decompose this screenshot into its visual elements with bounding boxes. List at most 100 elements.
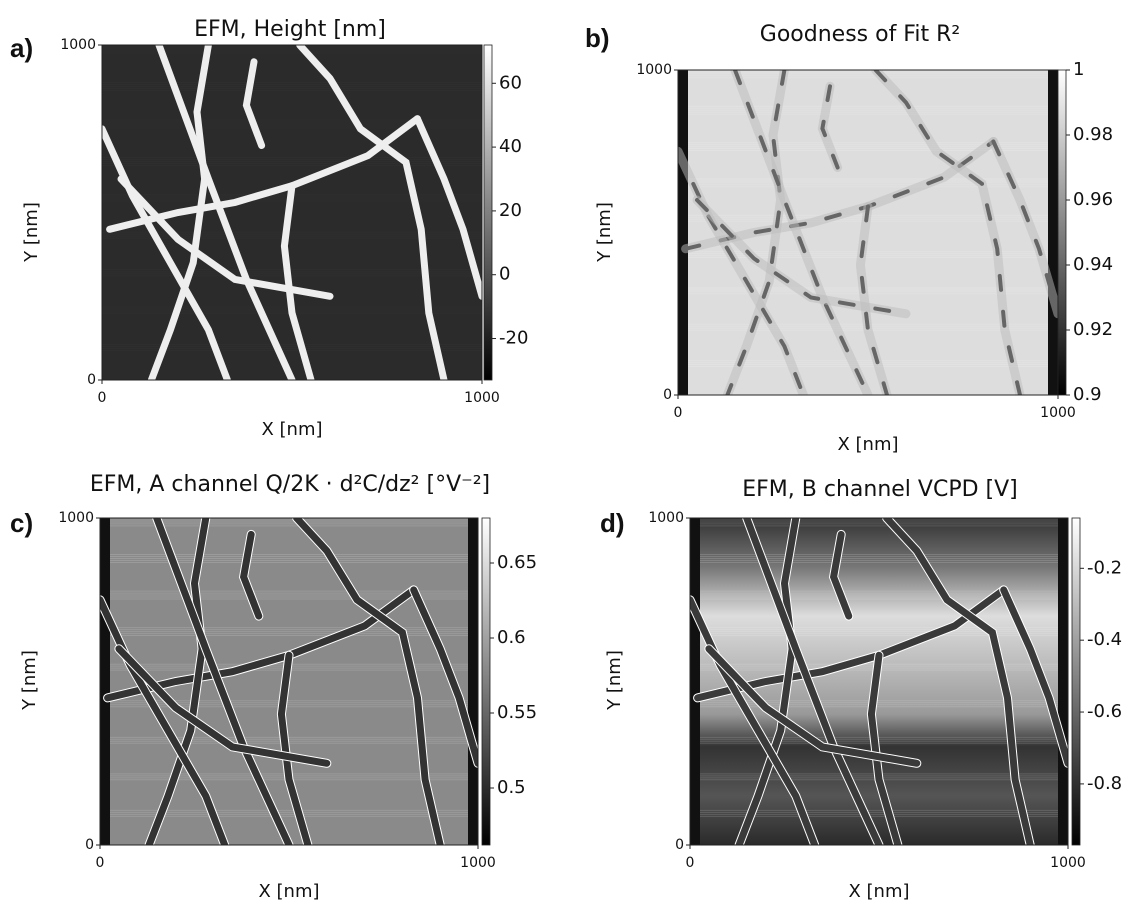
image [102, 45, 482, 380]
colorbar-tick-label: 0.92 [1073, 319, 1113, 340]
colorbar-tick-label: -0.6 [1087, 701, 1122, 722]
colorbar [481, 517, 491, 846]
image [100, 518, 478, 845]
colorbar-tick-label: 20 [499, 200, 522, 221]
fiber [735, 518, 800, 845]
panel-label: b) [585, 23, 610, 53]
fiber [115, 645, 331, 767]
image [678, 70, 1058, 395]
fiber [1000, 586, 1068, 767]
panel-label: c) [10, 508, 33, 538]
colorbar-tick-label: -20 [499, 328, 528, 349]
chart-title: EFM, A channel Q/2K · d²C/dz² [°V⁻²] [90, 472, 490, 497]
image-frame [689, 517, 1069, 846]
colorbar-tick-label: -0.8 [1087, 773, 1122, 794]
x-tick-label: 1000 [1050, 855, 1086, 871]
y-axis-label: Y [nm] [604, 650, 625, 711]
edge-stripe [690, 518, 700, 845]
fiber [867, 651, 902, 845]
x-axis-label: X [nm] [848, 881, 909, 902]
fiber [817, 81, 843, 172]
fiber [694, 586, 1008, 702]
fiber [145, 518, 210, 845]
image [690, 518, 1068, 845]
fiber [100, 596, 229, 845]
colorbar-tick-label: 0.55 [497, 702, 537, 723]
y-axis-label: Y [nm] [594, 202, 615, 263]
colorbar [483, 44, 493, 381]
y-tick-label: 1000 [636, 62, 672, 78]
edge-stripe [1048, 70, 1058, 395]
fiber [722, 70, 789, 395]
x-axis-label: X [nm] [258, 881, 319, 902]
chart-title: Goodness of Fit R² [760, 22, 960, 47]
colorbar-tick-label: 0.9 [1073, 384, 1102, 405]
x-axis-label: X [nm] [837, 434, 898, 455]
y-axis-label: Y [nm] [19, 650, 40, 711]
fiber [690, 596, 819, 845]
fiber [277, 651, 312, 845]
fiber [678, 146, 808, 395]
y-tick-label: 1000 [60, 37, 96, 53]
edge-stripe [468, 518, 478, 845]
fiber [829, 530, 853, 620]
edge-stripe [1058, 518, 1068, 845]
x-tick-label: 0 [98, 390, 107, 406]
chart-title: EFM, Height [nm] [194, 17, 386, 42]
y-tick-label: 0 [85, 837, 94, 853]
fiber [293, 518, 444, 845]
fiber [988, 137, 1058, 319]
image-frame [99, 517, 479, 846]
fiber [855, 202, 892, 395]
colorbar-tick-label: 0.98 [1073, 124, 1113, 145]
panel-label: d) [600, 508, 625, 538]
colorbar-tick-label: 0.5 [497, 777, 526, 798]
fiber [242, 58, 266, 149]
x-axis-label: X [nm] [261, 419, 322, 440]
fiber [106, 115, 421, 233]
fiber [147, 45, 212, 380]
colorbar-tick-label: 0.96 [1073, 189, 1113, 210]
fiber [410, 586, 478, 767]
edge-stripe [100, 518, 110, 845]
colorbar-tick-label: -0.2 [1087, 557, 1122, 578]
fiber [692, 195, 911, 319]
colorbar-tick-label: 1 [1073, 59, 1084, 80]
colorbar-tick-label: 0.94 [1073, 254, 1113, 275]
colorbar-tick-label: -0.4 [1087, 629, 1122, 650]
colorbar-tick-label: 60 [499, 72, 522, 93]
colorbar-tick-label: 0.6 [497, 627, 526, 648]
y-tick-label: 0 [87, 372, 96, 388]
colorbar-tick-label: 0 [499, 264, 510, 285]
y-tick-label: 1000 [648, 510, 684, 526]
chart-title: EFM, B channel VCPD [V] [742, 477, 1017, 502]
fiber [871, 70, 1025, 395]
fiber [280, 182, 315, 380]
edge-stripe [678, 70, 688, 395]
fiber [117, 175, 334, 300]
x-tick-label: 0 [674, 405, 683, 421]
colorbar [1057, 69, 1067, 396]
colorbar [1071, 517, 1081, 846]
y-tick-label: 1000 [58, 510, 94, 526]
x-tick-label: 1000 [464, 390, 500, 406]
y-axis-label: Y [nm] [21, 202, 42, 263]
fiber [104, 586, 418, 702]
y-tick-label: 0 [663, 387, 672, 403]
panel-label: a) [10, 33, 33, 63]
x-tick-label: 1000 [1040, 405, 1076, 421]
y-tick-label: 0 [675, 837, 684, 853]
fiber [413, 115, 482, 300]
fiber [102, 125, 231, 380]
colorbar-tick-label: 40 [499, 136, 522, 157]
fiber [883, 518, 1034, 845]
fiber [705, 645, 921, 767]
image-frame [101, 44, 483, 381]
fiber [239, 530, 263, 620]
x-tick-label: 1000 [460, 855, 496, 871]
fiber [296, 45, 448, 380]
fiber [681, 137, 998, 254]
colorbar-tick-label: 0.65 [497, 552, 537, 573]
x-tick-label: 0 [686, 855, 695, 871]
